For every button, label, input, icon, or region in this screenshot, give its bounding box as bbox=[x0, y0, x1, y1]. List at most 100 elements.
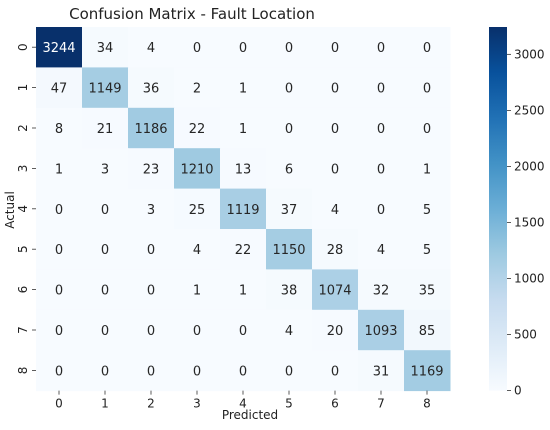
cell-value-label: 1150 bbox=[272, 243, 305, 258]
heatmap-cell bbox=[82, 188, 129, 230]
heatmap-cell bbox=[312, 27, 359, 68]
cell-value-label: 0 bbox=[331, 122, 339, 137]
heatmap-cell bbox=[128, 188, 175, 230]
cell-value-label: 1210 bbox=[180, 162, 213, 177]
cell-value-label: 4 bbox=[377, 243, 385, 258]
cell-value-label: 0 bbox=[101, 203, 109, 218]
heatmap-cell bbox=[174, 269, 221, 311]
cell-value-label: 1 bbox=[239, 82, 247, 97]
cell-value-label: 1 bbox=[193, 284, 201, 299]
heatmap-cell bbox=[128, 27, 175, 68]
cell-value-label: 0 bbox=[193, 324, 201, 339]
y-tick-label: 3 bbox=[16, 165, 30, 173]
heatmap-cell bbox=[312, 350, 359, 392]
cell-value-label: 1 bbox=[239, 284, 247, 299]
cell-value-label: 0 bbox=[285, 364, 293, 379]
heatmap-cell bbox=[220, 309, 267, 351]
heatmap-cell bbox=[266, 309, 313, 351]
heatmap-cell bbox=[82, 148, 129, 190]
heatmap-cell bbox=[82, 309, 129, 351]
cell-value-label: 31 bbox=[373, 364, 390, 379]
colorbar-tick-label: 1500 bbox=[514, 215, 545, 229]
heatmap-cell bbox=[36, 67, 83, 109]
y-tick-label: 8 bbox=[16, 367, 30, 375]
heatmap-cell bbox=[358, 229, 405, 270]
cell-value-label: 0 bbox=[377, 203, 385, 218]
cell-value-label: 0 bbox=[239, 364, 247, 379]
colorbar-tick-label: 500 bbox=[514, 328, 537, 342]
y-tick-label: 1 bbox=[16, 84, 30, 92]
cell-value-label: 34 bbox=[97, 41, 114, 56]
cell-value-label: 35 bbox=[419, 284, 436, 299]
cell-value-label: 0 bbox=[377, 41, 385, 56]
cell-value-label: 3 bbox=[147, 203, 155, 218]
heatmap-cell bbox=[36, 188, 83, 230]
heatmap-cell bbox=[266, 27, 313, 68]
cell-value-label: 0 bbox=[423, 41, 431, 56]
cell-value-label: 85 bbox=[419, 324, 436, 339]
x-tick-label: 8 bbox=[423, 397, 431, 411]
heatmap-cell bbox=[220, 148, 267, 190]
heatmap-cell bbox=[128, 350, 175, 392]
cell-value-label: 0 bbox=[101, 243, 109, 258]
cell-value-label: 28 bbox=[327, 243, 344, 258]
x-tick-label: 4 bbox=[239, 397, 247, 411]
heatmap-cell bbox=[266, 148, 313, 190]
heatmap-cell bbox=[312, 188, 359, 230]
y-tick-label: 6 bbox=[16, 286, 30, 294]
cell-value-label: 23 bbox=[143, 162, 160, 177]
colorbar: 0 500 1000 1500 2000 2500 3000 bbox=[489, 27, 545, 398]
heatmap-cell bbox=[82, 27, 129, 68]
heatmap-cell bbox=[266, 67, 313, 109]
cell-value-label: 4 bbox=[285, 324, 293, 339]
cell-value-label: 0 bbox=[331, 364, 339, 379]
heatmap-cell-labels: 3244 34 4 0 0 0 0 0 047 1149 36 2 1 0 0 0 08 21 1186 22 1 0 0 0… bbox=[42, 41, 443, 379]
cell-value-label: 0 bbox=[331, 82, 339, 97]
y-tick-label: 4 bbox=[16, 205, 30, 213]
heatmap-cell bbox=[358, 350, 405, 392]
cell-value-label: 5 bbox=[423, 243, 431, 258]
heatmap-cell bbox=[220, 188, 267, 230]
heatmap-cell bbox=[404, 350, 451, 392]
heatmap-cell bbox=[312, 269, 359, 311]
colorbar-tick-label: 2500 bbox=[514, 103, 545, 117]
cell-value-label: 0 bbox=[285, 122, 293, 137]
heatmap-cell bbox=[128, 148, 175, 190]
cell-value-label: 0 bbox=[55, 243, 63, 258]
cell-value-label: 0 bbox=[331, 162, 339, 177]
cell-value-label: 1 bbox=[55, 162, 63, 177]
colorbar-tick-label: 1000 bbox=[514, 272, 545, 286]
x-axis-label: Predicted bbox=[222, 408, 278, 422]
heatmap-cell bbox=[312, 107, 359, 149]
heatmap-cell bbox=[266, 188, 313, 230]
x-tick-label: 1 bbox=[101, 397, 109, 411]
heatmap-cell bbox=[36, 229, 83, 270]
cell-value-label: 47 bbox=[51, 82, 68, 97]
heatmap-cell bbox=[36, 148, 83, 190]
heatmap-cell bbox=[220, 27, 267, 68]
heatmap-cell bbox=[358, 67, 405, 109]
heatmap-cell bbox=[128, 229, 175, 270]
cell-value-label: 0 bbox=[55, 203, 63, 218]
cell-value-label: 0 bbox=[377, 162, 385, 177]
cell-value-label: 0 bbox=[147, 324, 155, 339]
heatmap-cell bbox=[36, 107, 83, 149]
heatmap-cell bbox=[358, 107, 405, 149]
heatmap-cell bbox=[358, 148, 405, 190]
cell-value-label: 3 bbox=[101, 162, 109, 177]
cell-value-label: 0 bbox=[55, 364, 63, 379]
x-tick-label: 2 bbox=[147, 397, 155, 411]
heatmap-cell bbox=[312, 148, 359, 190]
y-tick-label: 0 bbox=[16, 43, 30, 51]
y-tick-label: 7 bbox=[16, 326, 30, 334]
heatmap-cell bbox=[82, 350, 129, 392]
heatmap-cell bbox=[358, 27, 405, 68]
cell-value-label: 32 bbox=[373, 284, 390, 299]
x-tick-label: 0 bbox=[55, 397, 63, 411]
y-tick-label: 2 bbox=[16, 124, 30, 132]
heatmap-cell bbox=[358, 269, 405, 311]
heatmap-cell bbox=[174, 188, 221, 230]
cell-value-label: 0 bbox=[147, 243, 155, 258]
cell-value-label: 8 bbox=[55, 122, 63, 137]
